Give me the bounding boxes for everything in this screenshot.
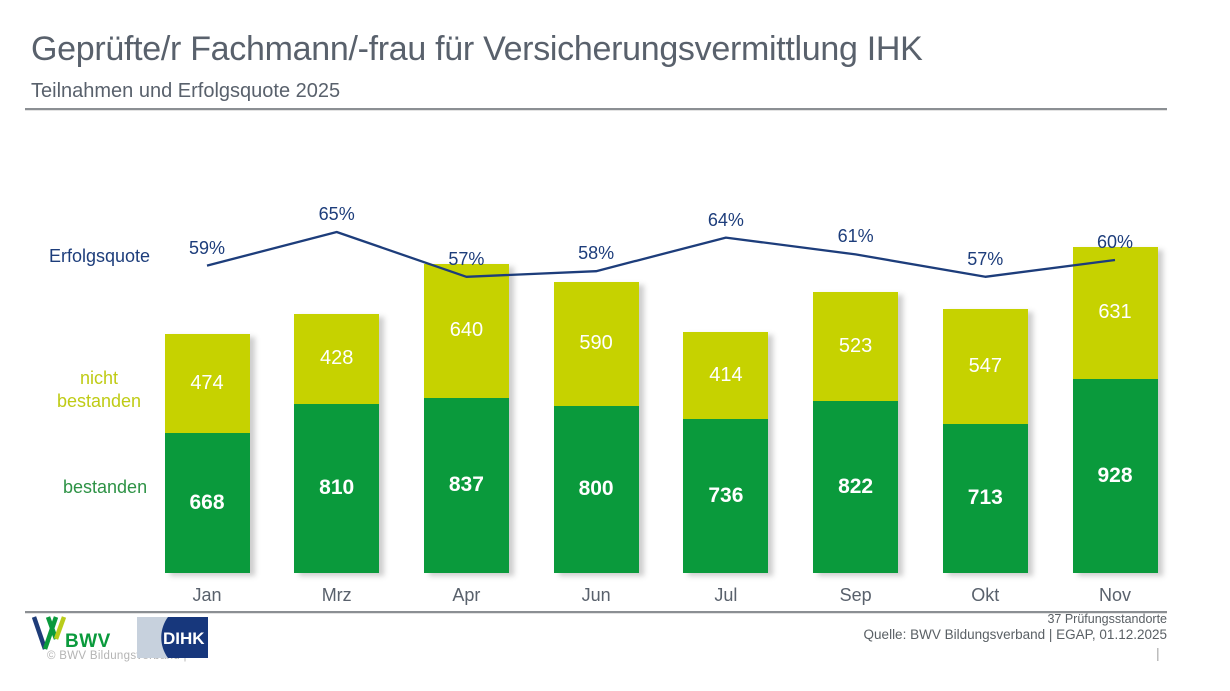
value-label-bestanden: 810	[319, 476, 355, 500]
value-label-nicht-bestanden: 523	[838, 334, 873, 357]
value-label-bestanden: 736	[708, 483, 744, 507]
bar-segment-bestanden: 668	[164, 433, 250, 573]
page-title: Geprüfte/r Fachmann/-frau für Versicheru…	[31, 30, 923, 68]
legend-erfolgsquote-label: Erfolgsquote	[49, 246, 151, 266]
bar-mrz: 428 810	[294, 314, 380, 573]
bwv-logo-text: BWV	[65, 631, 111, 652]
bar-jan: 474 668	[164, 334, 250, 573]
value-label-bestanden: 928	[1097, 463, 1133, 487]
source-note: Quelle: BWV Bildungsverband | EGAP, 01.1…	[863, 627, 1167, 642]
x-axis-label-apr: Apr	[452, 585, 481, 605]
value-label-bestanden: 837	[448, 473, 484, 497]
value-label-nicht-bestanden: 428	[320, 347, 354, 370]
page-number-separator: |	[1156, 645, 1160, 661]
bar-segment-nicht-bestanden: 523	[813, 291, 899, 402]
bar-nov: 631 928	[1072, 246, 1158, 573]
success-rate-label-jan: 59%	[188, 237, 226, 258]
bar-okt: 547 713	[942, 309, 1028, 573]
success-rate-label-nov: 60%	[1096, 232, 1134, 252]
bar-segment-nicht-bestanden: 428	[294, 314, 380, 404]
bar-segment-nicht-bestanden: 414	[683, 332, 769, 419]
bar-segment-bestanden: 928	[1072, 378, 1158, 573]
bar-segment-nicht-bestanden: 547	[942, 309, 1028, 424]
bar-segment-nicht-bestanden: 631	[1072, 246, 1158, 379]
value-label-bestanden: 822	[838, 475, 874, 498]
x-axis-label-sep: Sep	[839, 585, 872, 605]
bar-sep: 523 822	[813, 291, 899, 573]
legend-bestanden-label: bestanden	[63, 477, 148, 497]
bar-segment-bestanden: 810	[294, 403, 380, 573]
footer-divider	[25, 611, 1167, 613]
page-subtitle: Teilnahmen und Erfolgsquote 2025	[31, 80, 341, 102]
dihk-logo: DIHK	[137, 617, 208, 658]
x-axis-label-jan: Jan	[192, 585, 222, 605]
success-rate-label-jul: 64%	[707, 209, 744, 230]
bar-segment-bestanden: 800	[553, 405, 639, 573]
x-axis-label-okt: Okt	[971, 585, 1000, 605]
locations-note: 37 Prüfungsstandorte	[1047, 612, 1167, 626]
dihk-logo-text: DIHK	[163, 629, 205, 648]
value-label-nicht-bestanden: 640	[449, 319, 484, 342]
success-rate-label-mrz: 65%	[318, 204, 355, 224]
bar-segment-bestanden: 736	[683, 419, 769, 573]
bar-segment-nicht-bestanden: 640	[423, 264, 509, 398]
dihk-logo-icon: DIHK	[137, 617, 208, 658]
bar-segment-bestanden: 822	[813, 401, 899, 573]
value-label-nicht-bestanden: 590	[579, 332, 613, 355]
legend-nicht-bestanden-label: nicht bestanden	[56, 368, 142, 411]
header-divider	[25, 108, 1167, 110]
value-label-nicht-bestanden: 414	[709, 364, 743, 387]
bar-jun: 590 800	[553, 282, 639, 573]
success-rate-label-sep: 61%	[837, 226, 874, 247]
x-axis-label-jun: Jun	[581, 585, 611, 605]
bar-segment-bestanden: 713	[942, 423, 1028, 573]
value-label-nicht-bestanden: 631	[1098, 301, 1132, 324]
value-label-nicht-bestanden: 474	[190, 372, 224, 395]
value-label-bestanden: 713	[967, 486, 1003, 510]
value-label-nicht-bestanden: 547	[968, 355, 1002, 378]
bar-segment-bestanden: 837	[423, 397, 509, 573]
success-rate-label-jun: 58%	[578, 243, 615, 264]
x-axis-label-jul: Jul	[714, 585, 738, 605]
value-label-bestanden: 668	[189, 491, 225, 515]
success-rate-label-okt: 57%	[967, 248, 1004, 269]
bwv-logo	[31, 615, 67, 658]
bar-segment-nicht-bestanden: 590	[553, 282, 639, 406]
bwv-logo-mark-icon	[31, 616, 67, 650]
bar-apr: 640 837	[423, 264, 509, 573]
value-label-bestanden: 800	[578, 477, 614, 501]
x-axis-label-nov: Nov	[1098, 585, 1131, 605]
bar-jul: 414 736	[683, 332, 769, 573]
x-axis-label-mrz: Mrz	[321, 585, 352, 605]
bar-segment-nicht-bestanden: 474	[164, 334, 250, 434]
success-rate-label-apr: 57%	[448, 248, 485, 269]
